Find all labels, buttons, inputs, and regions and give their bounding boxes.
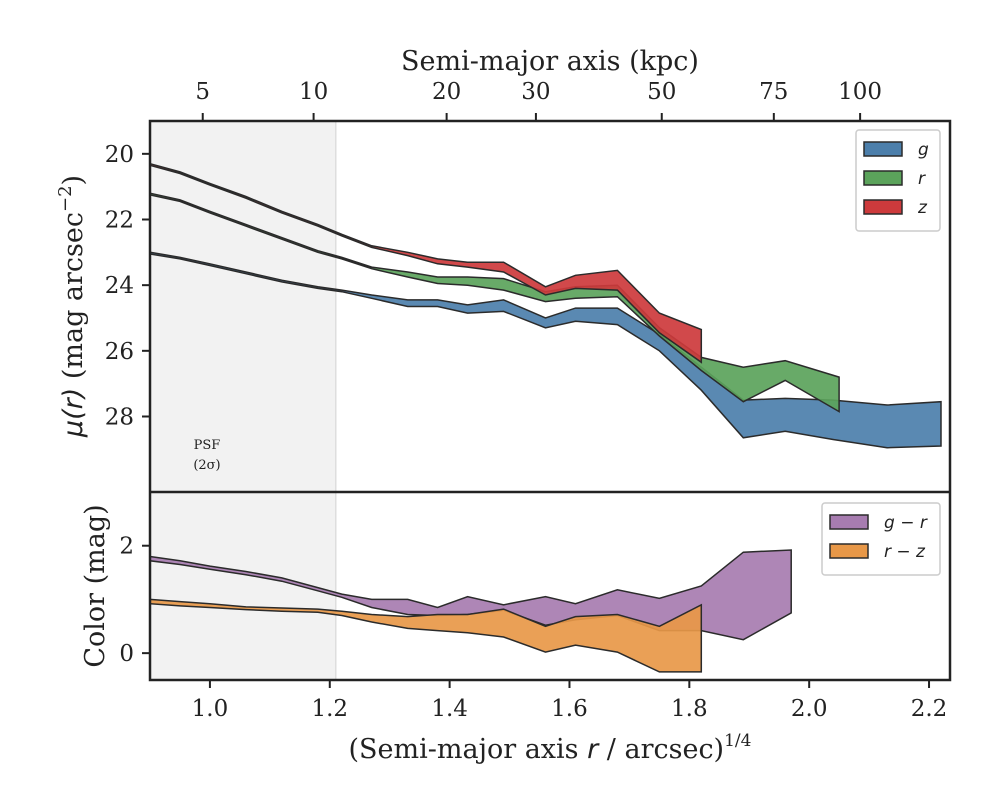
x-tick-label: 1.4 (431, 696, 468, 722)
legend-swatch (863, 170, 903, 186)
psf-label-line1: PSF (194, 438, 221, 453)
legend-swatch (863, 141, 903, 157)
x-tick-label: 2.2 (911, 696, 948, 722)
legend-layer: grz g − r r − z (821, 129, 941, 576)
surface-brightness-band-1 (149, 192, 840, 413)
bottom-axis-title: (Semi-major axis r / arcsec)1/4 (349, 731, 752, 765)
top-tick-label: 100 (838, 79, 882, 105)
top-panel (149, 162, 942, 449)
y-tick-label: 24 (105, 273, 134, 299)
x-tick-label: 2.0 (791, 696, 828, 722)
legend-label: r (918, 169, 926, 189)
top-y-axis-title: μ(r) (mag arcsec−2) (55, 175, 89, 438)
top-tick-label: 75 (759, 79, 788, 105)
legend-label: r − z (884, 542, 926, 562)
top-tick-label: 50 (647, 79, 676, 105)
bottom-panel (149, 549, 792, 673)
legend-label: z (917, 198, 928, 218)
bottom-y-axis-title: Color (mag) (80, 504, 111, 667)
y-tick-label: 0 (119, 641, 134, 667)
top-tick-label: 5 (195, 79, 210, 105)
surface-brightness-band-2 (149, 162, 703, 364)
top-tick-label: 10 (299, 79, 328, 105)
legend-label: g − r (884, 513, 928, 533)
color-band-0 (149, 549, 792, 641)
x-tick-label: 1.2 (311, 696, 348, 722)
legend-swatch (863, 199, 903, 215)
surface-brightness-band-0 (149, 251, 942, 449)
x-tick-label: 1.6 (551, 696, 588, 722)
axes-layer: 1.0 1.2 1.4 1.6 1.8 2.0 2.25 10 20 30 50 75 10020222… (105, 79, 952, 722)
psf-region (150, 121, 336, 680)
y-tick-label: 22 (105, 207, 134, 233)
top-tick-label: 30 (521, 79, 550, 105)
legend-label: g (918, 140, 929, 160)
y-tick-label: 20 (105, 142, 134, 168)
top-tick-label: 20 (432, 79, 461, 105)
x-tick-label: 1.0 (192, 696, 229, 722)
top-axis-title: Semi-major axis (kpc) (401, 46, 699, 77)
legend-swatch (829, 543, 869, 559)
color-band-1 (149, 598, 703, 673)
plot-frame (148, 119, 952, 682)
legend-swatch (829, 514, 869, 530)
y-tick-label: 28 (105, 404, 134, 430)
y-tick-label: 26 (105, 339, 134, 365)
psf-label-line2: (2σ) (193, 458, 220, 473)
x-tick-label: 1.8 (671, 696, 708, 722)
psf-shading-layer (150, 121, 337, 680)
y-tick-label: 2 (119, 534, 134, 560)
